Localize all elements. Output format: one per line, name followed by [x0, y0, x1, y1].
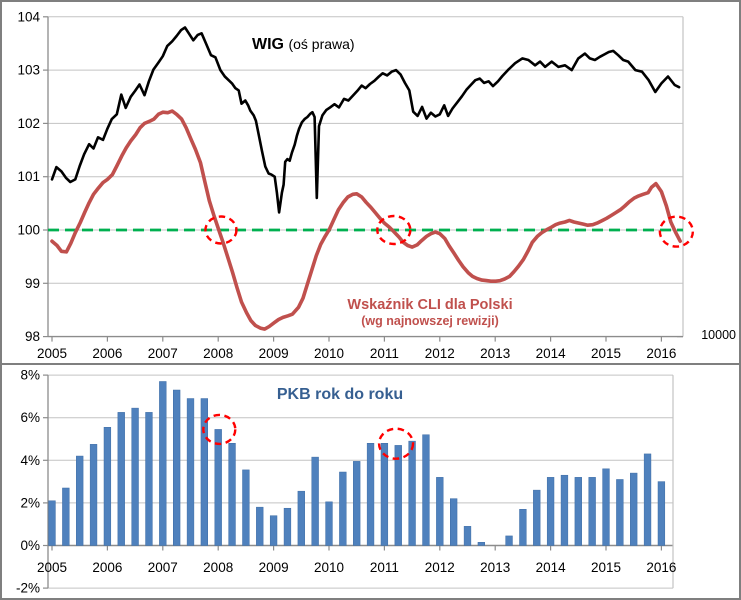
highlight-circle — [377, 427, 415, 460]
x-tick-label-bottom: 2010 — [314, 560, 344, 575]
x-tick-label-bottom: 2015 — [591, 560, 621, 575]
gdp-chart-title: PKB rok do roku — [276, 386, 404, 403]
gdp-bar — [560, 474, 569, 546]
y-tick-label-top: 101 — [17, 169, 40, 184]
y-tick-label-bottom: 0% — [20, 538, 40, 553]
gdp-bar — [519, 509, 527, 546]
gdp-bar — [173, 389, 181, 546]
x-tick-label-bottom: 2005 — [37, 560, 67, 575]
y-tick-label-bottom: -2% — [16, 581, 40, 596]
x-tick-label-top: 2015 — [591, 346, 621, 361]
gdp-bar — [394, 445, 402, 546]
gdp-bar — [657, 481, 666, 546]
x-tick-label-bottom: 2011 — [370, 560, 399, 575]
gdp-bar — [353, 461, 361, 546]
gdp-bar — [339, 471, 347, 546]
gdp-bar — [186, 398, 195, 546]
gdp-bar — [436, 477, 444, 546]
x-tick-label-top: 2010 — [314, 346, 344, 361]
x-tick-label-bottom: 2009 — [259, 560, 289, 575]
gdp-bar — [422, 434, 430, 546]
gdp-bar — [214, 429, 222, 546]
x-tick-label-bottom: 2014 — [536, 560, 567, 575]
y-tick-label-top: 102 — [17, 116, 40, 131]
gdp-bar — [103, 427, 112, 546]
x-tick-label-bottom: 2007 — [148, 560, 178, 575]
x-tick-label-bottom: 2013 — [480, 560, 510, 575]
x-tick-label-bottom: 2012 — [425, 560, 455, 575]
y-tick-label-bottom: 2% — [20, 495, 40, 510]
wig-axis-note: (oś prawa) — [288, 36, 355, 52]
gdp-bar — [283, 507, 292, 546]
gdp-bar — [643, 453, 652, 546]
highlight-circle — [202, 413, 237, 446]
gdp-bar — [117, 412, 125, 546]
x-tick-label-bottom: 2016 — [646, 560, 676, 575]
highlight-circle — [376, 214, 412, 246]
x-tick-label-top: 2014 — [536, 346, 567, 361]
highlight-circle — [658, 215, 695, 248]
gdp-bar — [48, 500, 56, 546]
gdp-bar — [200, 398, 208, 546]
gdp-bar — [602, 468, 610, 546]
gdp-bar — [616, 479, 624, 546]
gdp-bar — [76, 455, 84, 546]
cli-line — [50, 109, 683, 331]
wig-series-label: WIG (oś prawa) — [252, 36, 402, 54]
x-tick-label-bottom: 2008 — [203, 560, 233, 575]
right-axis-scale-label: 10000 — [701, 328, 736, 342]
gdp-bar — [228, 443, 236, 546]
y-tick-label-top: 99 — [25, 276, 40, 291]
gdp-bar — [588, 477, 596, 546]
gdp-bar — [380, 443, 389, 546]
y-tick-label-top: 98 — [25, 329, 40, 344]
gdp-bar — [574, 477, 582, 546]
gdp-bar — [311, 456, 319, 546]
wig-series-name: WIG — [252, 36, 284, 53]
gdp-bar — [145, 412, 153, 546]
x-tick-label-top: 2008 — [203, 346, 233, 361]
x-tick-label-top: 2011 — [370, 346, 399, 361]
x-tick-label-bottom: 2006 — [92, 560, 122, 575]
x-tick-label-top: 2007 — [148, 346, 178, 361]
gdp-bar — [159, 381, 167, 546]
y-tick-label-bottom: 8% — [20, 368, 40, 383]
x-tick-label-top: 2009 — [259, 346, 289, 361]
cli-series-label: Wskaźnik CLI dla Polski (wg najnowszej r… — [330, 297, 530, 328]
gdp-bar — [256, 506, 264, 546]
gdp-bar — [325, 501, 333, 546]
gdp-bar — [366, 443, 375, 546]
x-tick-label-top: 2013 — [480, 346, 510, 361]
gdp-bar — [450, 498, 458, 546]
x-tick-label-top: 2016 — [646, 346, 676, 361]
gdp-bar — [477, 542, 486, 546]
y-tick-label-top: 100 — [17, 223, 40, 238]
cli-revision-note: (wg najnowszej rewizji) — [361, 313, 499, 328]
cli-series-name: Wskaźnik CLI dla Polski — [347, 297, 513, 313]
x-tick-label-top: 2006 — [92, 346, 122, 361]
y-tick-label-top: 103 — [17, 63, 40, 78]
gdp-bar — [630, 472, 638, 546]
y-tick-label-bottom: 4% — [20, 453, 40, 468]
gdp-bar — [269, 515, 278, 546]
gdp-bar — [297, 490, 305, 546]
y-tick-label-bottom: 6% — [20, 410, 40, 425]
gdp-bar — [533, 489, 541, 546]
y-tick-label-top: 104 — [17, 9, 40, 24]
gdp-bar — [546, 477, 555, 546]
gdp-bar — [463, 526, 472, 546]
gdp-bar — [131, 407, 139, 546]
gdp-bar — [89, 444, 98, 546]
highlight-circle — [204, 215, 238, 245]
x-tick-label-top: 2005 — [37, 346, 67, 361]
panel-divider — [2, 363, 739, 365]
gdp-bar — [505, 535, 513, 546]
wig-line — [50, 26, 681, 214]
gdp-bar — [408, 440, 416, 546]
x-tick-label-top: 2012 — [425, 346, 455, 361]
gdp-bar — [242, 469, 250, 546]
gdp-bar — [62, 487, 70, 546]
